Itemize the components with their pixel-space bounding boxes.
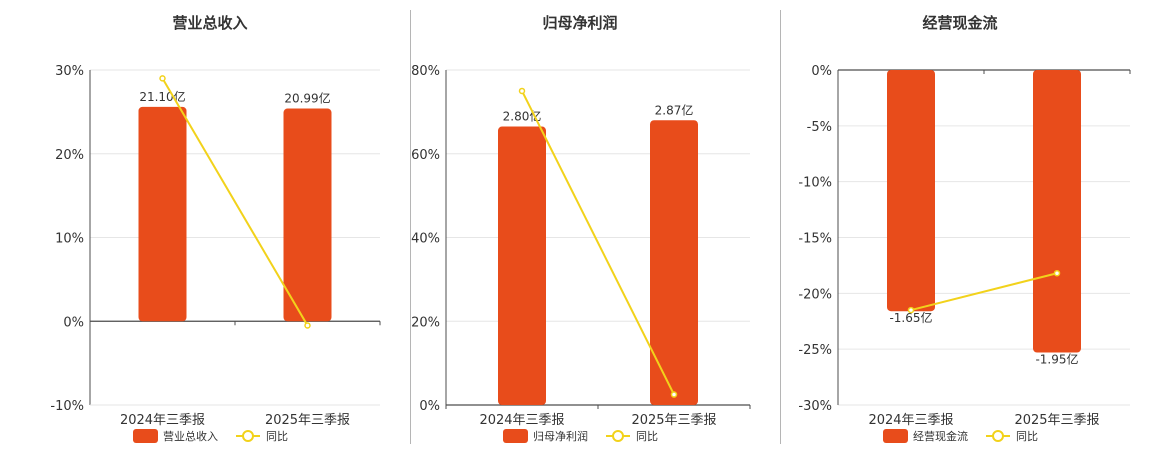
bar <box>1033 70 1081 353</box>
y-tick-label: -25% <box>798 343 832 358</box>
y-tick-label: -10% <box>50 399 84 414</box>
yoy-point <box>1053 269 1061 277</box>
yoy-point <box>907 306 915 314</box>
legend-bar-swatch <box>883 429 908 443</box>
y-tick-label: 20% <box>411 315 440 330</box>
y-tick-label: 20% <box>55 148 84 163</box>
data-label: -1.95亿 <box>1035 352 1078 367</box>
y-tick-label: -20% <box>798 287 832 302</box>
x-tick-label: 2024年三季报 <box>479 413 564 428</box>
bar <box>498 126 546 405</box>
legend-label: 营业总收入 <box>163 429 218 443</box>
x-tick-label: 2025年三季报 <box>1014 413 1099 428</box>
data-label: 21.10亿 <box>139 89 185 104</box>
legend-label: 归母净利润 <box>533 429 588 443</box>
y-tick-label: -5% <box>807 120 832 135</box>
bar <box>138 106 187 322</box>
legend-label: 同比 <box>1016 430 1038 443</box>
legend-line-marker <box>992 430 1004 442</box>
panel-divider <box>410 10 411 444</box>
yoy-point <box>670 391 678 398</box>
yoy-point <box>518 87 526 95</box>
y-tick-label: 60% <box>411 148 440 163</box>
chart-title: 营业总收入 <box>172 14 247 32</box>
yoy-line <box>521 90 675 395</box>
y-tick-label: -30% <box>798 399 832 414</box>
legend-line-marker <box>612 430 624 442</box>
legend-bar-swatch <box>503 429 528 443</box>
y-tick-label: 10% <box>55 232 84 247</box>
bar <box>650 120 698 405</box>
y-tick-label: 40% <box>411 232 440 247</box>
y-tick-label: 0% <box>419 399 440 414</box>
legend-label: 同比 <box>636 430 658 443</box>
chart-title: 归母净利润 <box>542 14 617 32</box>
y-tick-label: 30% <box>55 64 84 79</box>
y-tick-label: 80% <box>411 64 440 79</box>
x-tick-label: 2025年三季报 <box>265 413 350 428</box>
y-tick-label: 0% <box>63 315 84 330</box>
yoy-point <box>304 322 311 329</box>
panel-divider <box>780 10 781 444</box>
legend-line-marker <box>242 430 254 442</box>
chart-title: 经营现金流 <box>922 14 997 32</box>
legend-label: 同比 <box>266 430 288 443</box>
yoy-point <box>159 75 166 82</box>
yoy-line <box>161 77 309 326</box>
yoy-line <box>910 272 1058 312</box>
legend-bar-swatch <box>133 429 158 443</box>
y-tick-label: -10% <box>798 176 832 191</box>
x-tick-label: 2024年三季报 <box>120 413 205 428</box>
bar <box>283 108 332 322</box>
y-tick-label: -15% <box>798 232 832 247</box>
x-tick-label: 2025年三季报 <box>631 413 716 428</box>
data-label: -1.65亿 <box>889 310 932 325</box>
bar <box>887 70 935 312</box>
y-tick-label: 0% <box>811 64 832 79</box>
x-tick-label: 2024年三季报 <box>868 413 953 428</box>
legend-label: 经营现金流 <box>913 429 968 443</box>
data-label: 20.99亿 <box>284 91 330 106</box>
data-label: 2.87亿 <box>655 102 694 117</box>
